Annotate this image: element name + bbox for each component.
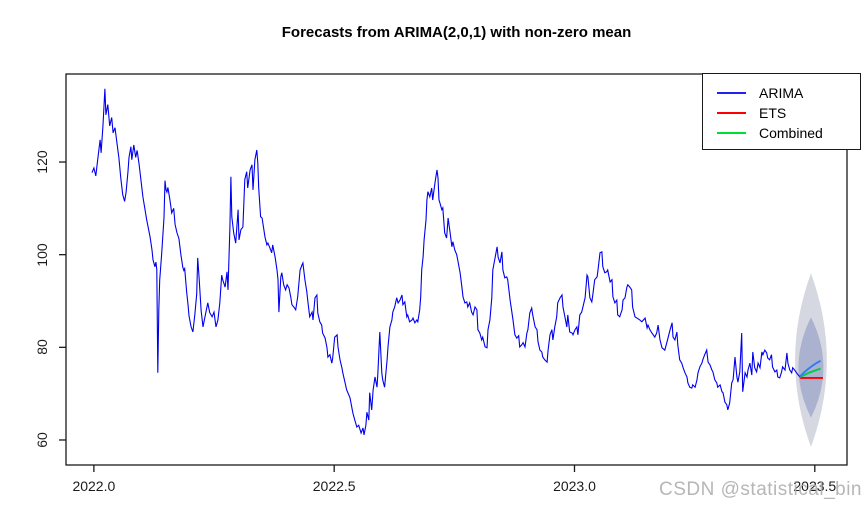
x-tick-label-2023.5: 2023.5 xyxy=(793,478,837,494)
forecast-line-combined xyxy=(799,367,821,378)
forecast-line-arima xyxy=(799,359,822,378)
csdn-watermark: CSDN @statistical_bin xyxy=(659,479,862,500)
legend-row-arima: ARIMA xyxy=(703,83,860,103)
legend-line-arima xyxy=(717,92,746,94)
legend-row-combined: Combined xyxy=(703,123,860,143)
legend-label-arima: ARIMA xyxy=(759,85,804,101)
x-tick-label-2023.0: 2023.0 xyxy=(553,478,596,494)
legend-row-ets: ETS xyxy=(703,103,860,123)
observed-series-line xyxy=(91,88,801,436)
legend-box: ARIMA ETS Combined xyxy=(702,73,861,150)
y-tick-label-80: 80 xyxy=(34,339,50,356)
legend-label-combined: Combined xyxy=(759,125,823,141)
y-tick-label-100: 100 xyxy=(34,243,50,267)
x-tick-label-2022.0: 2022.0 xyxy=(72,478,116,494)
legend-label-ets: ETS xyxy=(759,105,787,121)
y-tick-label-60: 60 xyxy=(34,432,50,448)
plot-box xyxy=(65,73,848,466)
legend-line-combined xyxy=(717,132,746,134)
y-tick-label-120: 120 xyxy=(34,150,50,174)
x-tick-label-2022.5: 2022.5 xyxy=(312,478,356,494)
chart-title: Forecasts from ARIMA(2,0,1) with non-zer… xyxy=(281,24,632,41)
legend-line-ets xyxy=(717,112,746,114)
